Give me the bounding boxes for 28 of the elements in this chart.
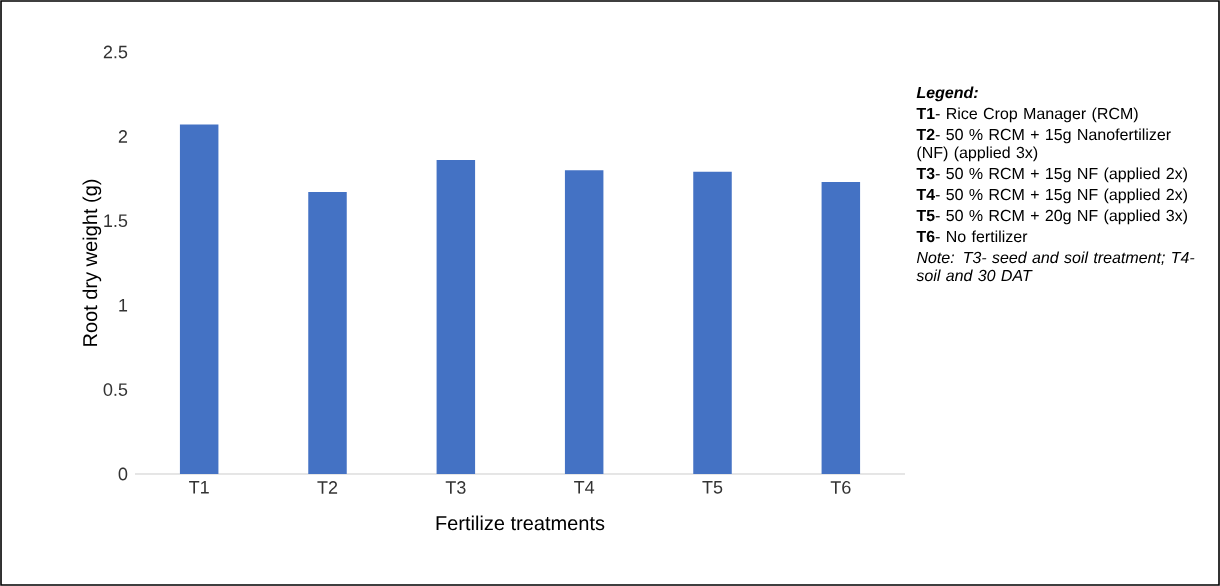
x-tick-label: T4 xyxy=(574,481,595,494)
y-tick-label: 0.5 xyxy=(103,383,128,396)
y-tick-label: 2 xyxy=(118,130,128,143)
bar xyxy=(693,171,732,474)
x-axis-title: Fertilize treatments xyxy=(436,515,605,531)
bar xyxy=(564,170,604,474)
y-axis-title: Root dry weight (g) xyxy=(82,179,102,346)
y-tick-label: 0 xyxy=(118,467,128,481)
text: T6- No fertilizer xyxy=(916,230,1028,243)
bar xyxy=(179,124,219,474)
text: Note: T3- seed and soil treatment; T4- soil and 30 DAT xyxy=(916,251,1195,282)
x-tick-label: T2 xyxy=(317,481,338,494)
x-tick-label: T6 xyxy=(830,481,851,494)
x-tick-label: T3 xyxy=(445,481,466,494)
text: T3- 50 % RCM + 15g NF (applied 2x) xyxy=(916,167,1187,183)
y-tick-label: 1.5 xyxy=(104,214,128,228)
bar xyxy=(308,192,347,474)
text: T2- 50 % RCM + 15g Nanofertilizer (NF) (applied 3x) xyxy=(916,128,1171,162)
x-tick-label: T5 xyxy=(702,481,723,494)
text: T4- 50 % RCM + 15g NF (applied 2x) xyxy=(916,188,1187,204)
y-tick-label: 1 xyxy=(119,299,128,312)
text: T5- 50 % RCM + 20g NF (applied 3x) xyxy=(916,209,1187,225)
bar xyxy=(821,181,861,474)
bar xyxy=(436,160,476,474)
text: T1- Rice Crop Manager (RCM) xyxy=(916,107,1138,123)
x-tick-label: T1 xyxy=(189,481,209,494)
text: Legend: xyxy=(916,86,978,102)
y-tick-label: 2.5 xyxy=(103,45,128,59)
